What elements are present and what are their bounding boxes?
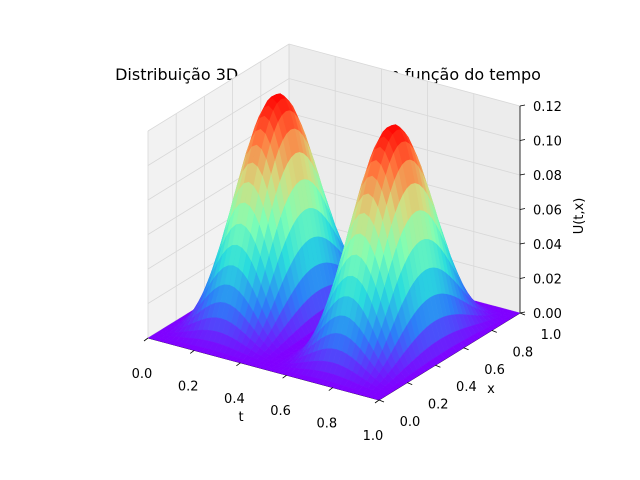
x-tick-label: 0.8 bbox=[512, 345, 533, 360]
x-tick-label: 1.0 bbox=[541, 328, 562, 343]
t-tick-mark bbox=[374, 399, 380, 404]
z-tick-mark bbox=[519, 139, 526, 141]
z-tick-mark bbox=[519, 242, 526, 245]
z-tick-mark bbox=[519, 277, 526, 279]
t-tick-mark bbox=[189, 350, 195, 354]
x-tick-mark bbox=[435, 364, 441, 368]
x-tick-label: 0.2 bbox=[428, 398, 449, 413]
x-tick-mark bbox=[491, 330, 497, 333]
z-tick-label: 0.06 bbox=[533, 204, 562, 219]
t-tick-label: 0.8 bbox=[316, 417, 337, 432]
z-tick-label: 0.10 bbox=[533, 135, 562, 150]
t-tick-mark bbox=[236, 362, 241, 367]
z-tick-label: 0.04 bbox=[533, 238, 562, 253]
z-tick-mark bbox=[519, 173, 526, 176]
x-tick-label: 0.0 bbox=[400, 415, 421, 430]
z-tick-mark bbox=[519, 104, 526, 107]
tick-labels: 0.0 0.2 0.4 0.6 0.8 1.0 0.0 0.2 0.4 0.6 0.8 1.0 0.00… bbox=[132, 100, 562, 444]
grid-line-z bbox=[147, 78, 521, 166]
x-tick-mark bbox=[407, 382, 413, 385]
t-tick-label: 0.4 bbox=[224, 392, 245, 407]
z-axis-label: U(t,x) bbox=[572, 198, 587, 235]
t-axis-label: t bbox=[238, 410, 243, 425]
z-tick-label: 0.00 bbox=[533, 307, 562, 322]
x-tick-mark bbox=[519, 312, 526, 316]
t-tick-label: 0.0 bbox=[132, 367, 153, 382]
x-tick-label: 0.6 bbox=[484, 363, 505, 378]
z-tick-label: 0.12 bbox=[533, 100, 562, 115]
x-tick-mark bbox=[463, 347, 469, 351]
z-tick-label: 0.02 bbox=[533, 273, 562, 288]
t-tick-mark bbox=[328, 387, 334, 391]
t-tick-mark bbox=[143, 337, 149, 342]
t-tick-label: 0.2 bbox=[178, 379, 199, 394]
grid-line-z bbox=[147, 43, 521, 132]
temperature-surface bbox=[147, 93, 521, 401]
z-tick-mark bbox=[519, 311, 526, 314]
x-axis-label: x bbox=[487, 382, 495, 397]
t-tick-label: 1.0 bbox=[363, 429, 384, 444]
surface-cell bbox=[373, 396, 384, 401]
x-tick-mark bbox=[378, 399, 385, 403]
z-tick-mark bbox=[519, 208, 526, 210]
z-tick-label: 0.08 bbox=[533, 169, 562, 184]
x-tick-label: 0.4 bbox=[456, 380, 477, 395]
t-tick-label: 0.6 bbox=[270, 404, 291, 419]
t-tick-mark bbox=[282, 374, 287, 379]
